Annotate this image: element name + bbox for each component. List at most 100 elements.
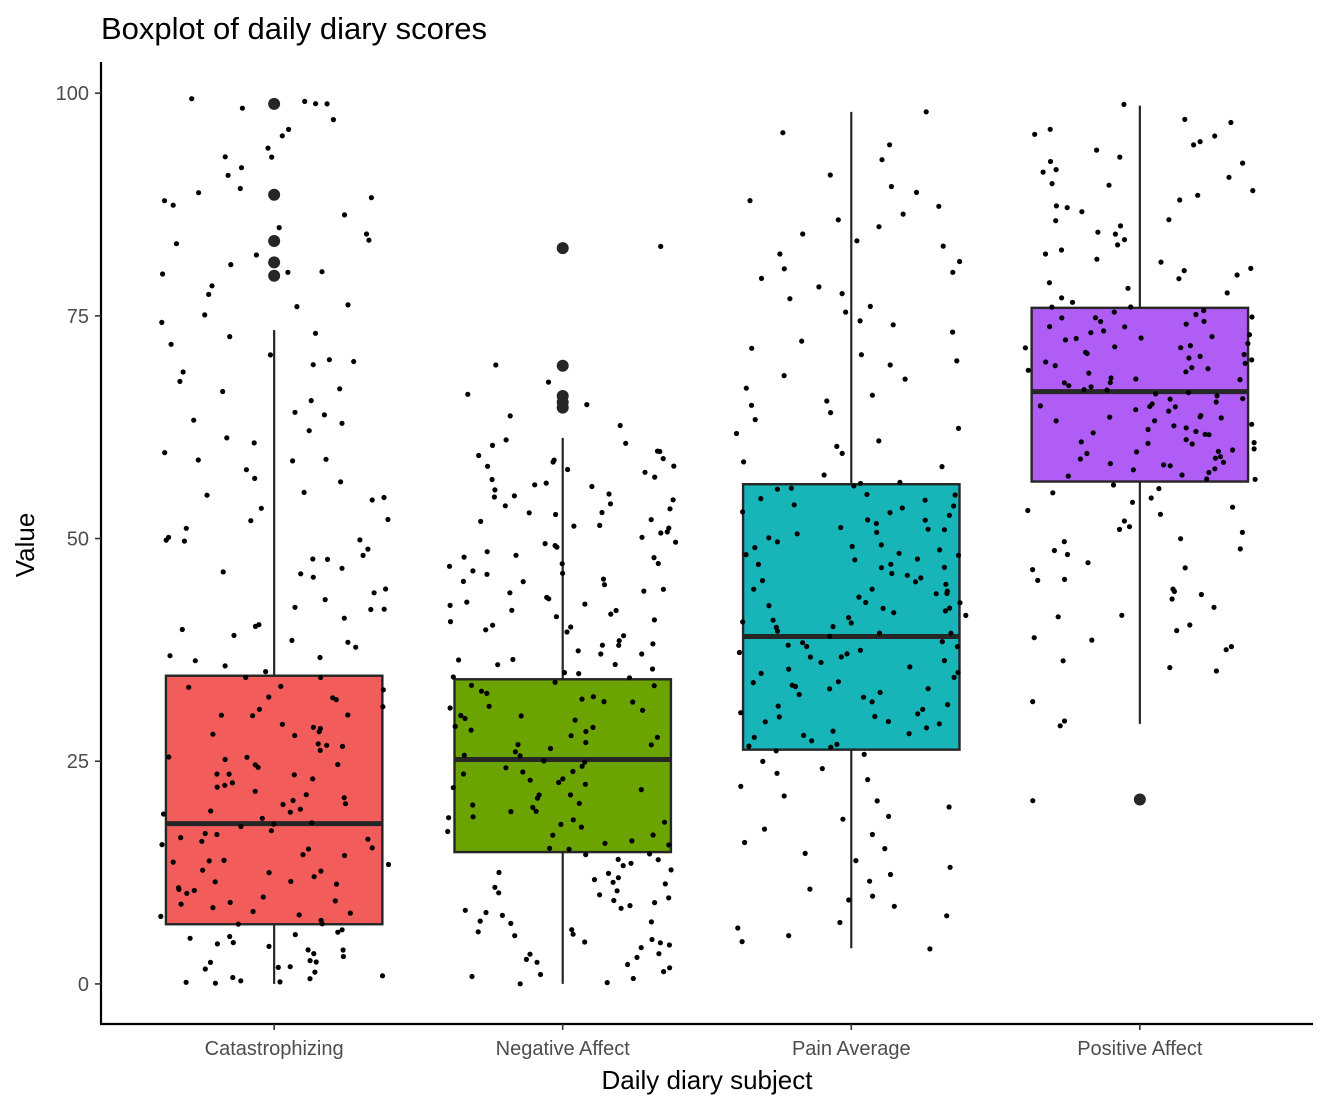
- jitter-point: [461, 752, 467, 758]
- jitter-point: [666, 895, 672, 901]
- jitter-point: [475, 929, 481, 935]
- jitter-point: [954, 644, 961, 650]
- jitter-point: [821, 472, 827, 478]
- jitter-point: [379, 973, 386, 979]
- jitter-point: [159, 842, 165, 848]
- jitter-point: [250, 908, 256, 915]
- jitter-point: [640, 707, 646, 713]
- jitter-point: [460, 771, 467, 777]
- jitter-point: [341, 615, 347, 621]
- jitter-point: [221, 857, 227, 864]
- jitter-point: [578, 824, 585, 830]
- jitter-point: [1110, 482, 1117, 488]
- jitter-point: [667, 506, 673, 512]
- jitter-point: [1133, 376, 1139, 382]
- jitter-point: [266, 870, 272, 876]
- jitter-point: [1242, 360, 1248, 366]
- jitter-point: [1240, 396, 1246, 402]
- jitter-point: [483, 909, 489, 916]
- jitter-point: [860, 694, 867, 700]
- jitter-point: [1053, 203, 1059, 209]
- jitter-point: [209, 283, 215, 289]
- jitter-point: [167, 653, 173, 659]
- jitter-point: [1166, 217, 1172, 223]
- jitter-point: [781, 266, 787, 272]
- jitter-point: [1052, 363, 1058, 369]
- outlier-point: [556, 359, 569, 372]
- plot-area: [158, 96, 1258, 987]
- jitter-point: [339, 743, 346, 750]
- jitter-point: [204, 492, 210, 498]
- jitter-point: [819, 766, 825, 772]
- jitter-point: [774, 628, 781, 634]
- jitter-point: [311, 951, 317, 957]
- y-axis-title: Value: [10, 513, 40, 578]
- jitter-point: [1183, 369, 1189, 375]
- jitter-point: [1059, 315, 1065, 321]
- jitter-point: [507, 413, 513, 419]
- chart-title: Boxplot of daily diary scores: [101, 11, 487, 46]
- jitter-point: [651, 683, 657, 689]
- jitter-point: [365, 836, 371, 842]
- jitter-point: [478, 518, 484, 525]
- jitter-point: [238, 165, 245, 171]
- jitter-point: [1246, 332, 1253, 338]
- jitter-point: [178, 835, 184, 841]
- jitter-point: [214, 831, 220, 838]
- jitter-point: [835, 217, 841, 223]
- jitter-point: [1191, 142, 1197, 148]
- jitter-point: [660, 456, 666, 462]
- jitter-point: [490, 622, 496, 628]
- jitter-point: [353, 644, 359, 650]
- jitter-point: [1050, 490, 1056, 496]
- jitter-point: [766, 603, 772, 609]
- jitter-point: [1198, 591, 1204, 598]
- jitter-point: [1201, 308, 1207, 314]
- outlier-point: [268, 256, 281, 269]
- jitter-point: [943, 581, 949, 587]
- jitter-point: [839, 450, 845, 456]
- jitter-point: [612, 661, 618, 668]
- jitter-point: [955, 669, 961, 676]
- jitter-point: [462, 907, 468, 913]
- jitter-point: [484, 571, 490, 577]
- jitter-point: [1134, 449, 1140, 455]
- jitter-point: [1158, 259, 1164, 265]
- jitter-point: [914, 556, 921, 562]
- jitter-point: [900, 211, 906, 217]
- jitter-point: [627, 903, 633, 909]
- jitter-point: [1161, 462, 1167, 468]
- jitter-point: [513, 552, 519, 558]
- jitter-point: [520, 579, 526, 585]
- jitter-point: [495, 662, 501, 668]
- jitter-point: [313, 101, 319, 107]
- jitter-point: [558, 821, 564, 828]
- jitter-point: [323, 456, 329, 462]
- jitter-point: [202, 966, 208, 972]
- jitter-point: [237, 185, 243, 192]
- jitter-point: [287, 809, 293, 815]
- jitter-point: [512, 749, 519, 755]
- jitter-point: [227, 334, 233, 340]
- jitter-point: [856, 594, 862, 600]
- jitter-point: [828, 744, 834, 750]
- jitter-point: [1187, 343, 1193, 349]
- jitter-point: [902, 376, 908, 382]
- jitter-point: [1166, 408, 1172, 414]
- jitter-point: [1241, 351, 1247, 358]
- jitter-point: [604, 980, 610, 986]
- jitter-point: [1126, 524, 1133, 530]
- jitter-point: [1206, 432, 1212, 438]
- jitter-point: [743, 552, 749, 558]
- box-group-negative-affect: [445, 242, 679, 987]
- jitter-point: [499, 912, 505, 919]
- jitter-point: [341, 852, 348, 859]
- jitter-point: [520, 769, 526, 775]
- jitter-point: [385, 861, 392, 868]
- jitter-point: [170, 202, 176, 208]
- jitter-point: [492, 487, 498, 493]
- jitter-point: [843, 309, 849, 315]
- jitter-point: [330, 117, 336, 123]
- jitter-point: [243, 467, 249, 473]
- jitter-point: [1047, 324, 1053, 330]
